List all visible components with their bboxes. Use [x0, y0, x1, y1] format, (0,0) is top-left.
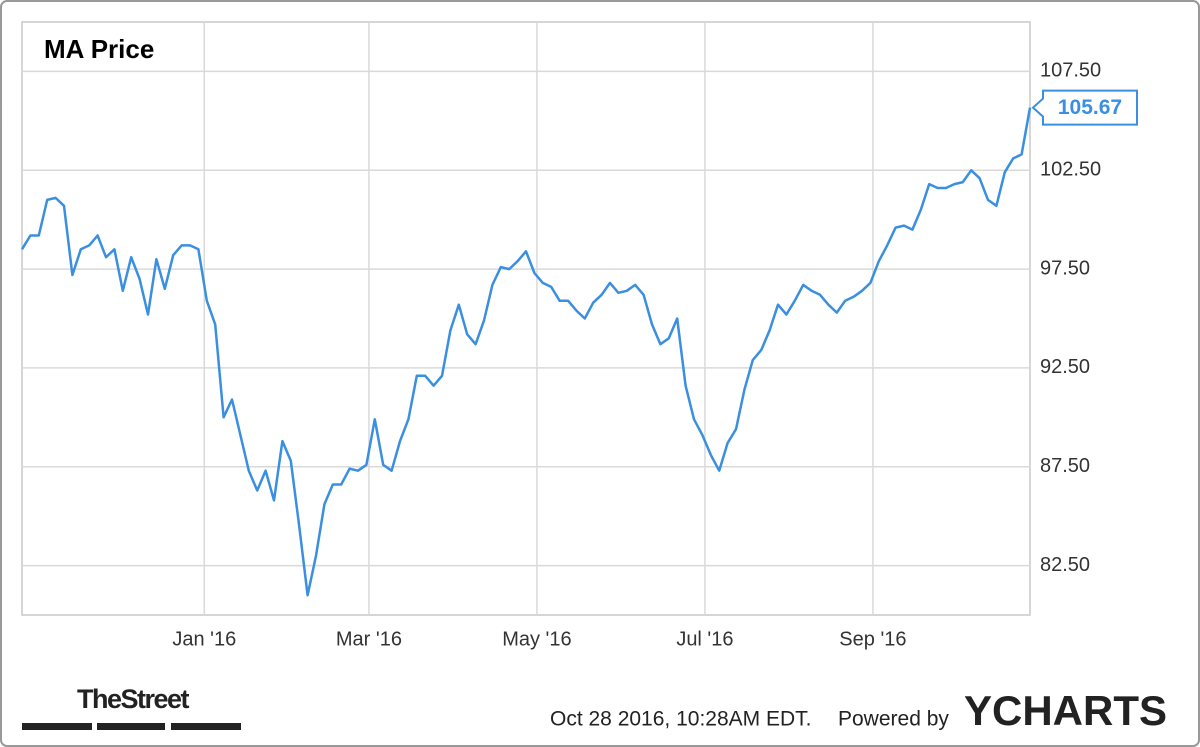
brand-logo: YCHARTS: [964, 687, 1167, 734]
logo-bar: [22, 723, 92, 730]
timestamp: Oct 28 2016, 10:28AM EDT.: [550, 708, 811, 731]
powered-by: Powered by: [838, 708, 949, 731]
x-tick-label: Jul '16: [676, 628, 733, 650]
y-tick-label: 102.50: [1040, 159, 1101, 181]
title-box: [33, 30, 203, 70]
logo-bar: [171, 723, 241, 730]
x-tick-label: Mar '16: [336, 628, 402, 650]
y-tick-label: 97.50: [1040, 257, 1090, 279]
y-tick-label: 107.50: [1040, 60, 1101, 82]
source-logo: TheStreet: [77, 684, 190, 714]
y-tick-label: 92.50: [1040, 356, 1090, 378]
y-tick-label: 82.50: [1040, 554, 1090, 576]
x-tick-label: Jan '16: [172, 628, 236, 650]
x-tick-label: Sep '16: [839, 628, 906, 650]
value-label-box: [1031, 89, 1138, 126]
chart-title: MA Price: [44, 34, 154, 64]
y-tick-label: 87.50: [1040, 455, 1090, 477]
x-tick-label: May '16: [502, 628, 571, 650]
last-value-label: 105.67: [1058, 96, 1122, 119]
plot-area: [21, 21, 1031, 616]
logo-bar: [97, 723, 165, 730]
price-line: [20, 107, 1032, 597]
